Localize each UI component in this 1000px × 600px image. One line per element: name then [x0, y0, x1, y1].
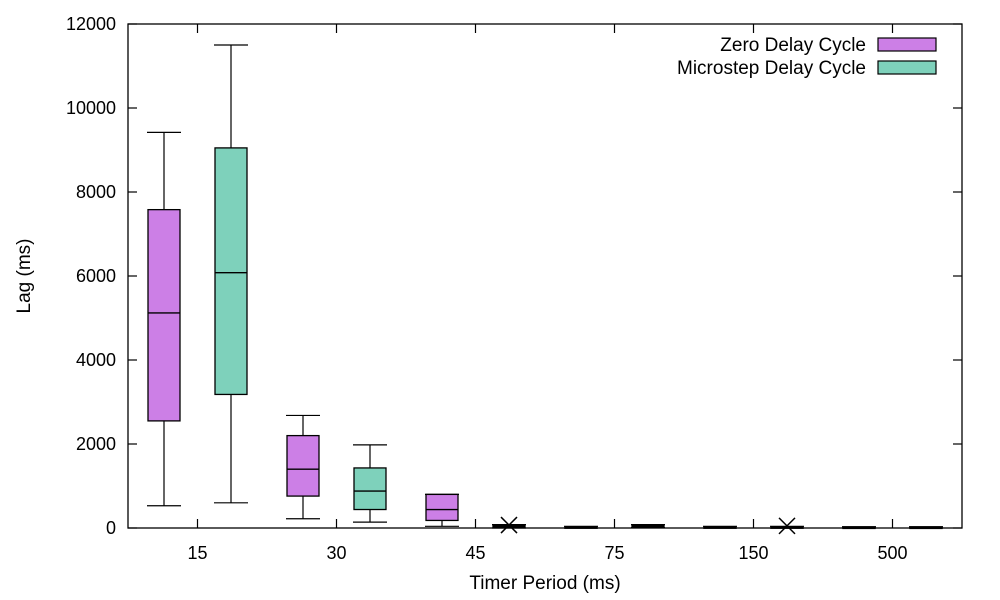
legend-swatch — [877, 37, 937, 52]
y-tick-label: 6000 — [76, 266, 116, 286]
y-tick-label: 8000 — [76, 182, 116, 202]
legend-label: Microstep Delay Cycle — [677, 58, 866, 79]
x-axis: 15 30 45 75 150 500 — [187, 24, 908, 563]
legend-item-zero-delay: Zero Delay Cycle — [720, 35, 937, 56]
box-microstep-delay-30 — [353, 444, 387, 523]
y-tick-label: 0 — [106, 518, 116, 538]
box-zero-delay-30 — [286, 414, 320, 520]
box-microstep-delay-75 — [631, 524, 665, 529]
x-tick-label: 15 — [187, 543, 207, 563]
box-body — [286, 434, 320, 497]
legend-item-microstep-delay: Microstep Delay Cycle — [677, 58, 937, 79]
box-body — [147, 208, 181, 422]
box-zero-delay-45 — [425, 493, 459, 527]
outlier-marker — [500, 516, 518, 534]
legend-swatch — [877, 60, 937, 75]
x-tick-label: 500 — [877, 543, 907, 563]
y-tick-label: 4000 — [76, 350, 116, 370]
outlier-stroke — [500, 516, 518, 534]
box-zero-delay-15 — [147, 131, 181, 507]
box-microstep-delay-15 — [214, 44, 248, 504]
y-axis: 0 2000 4000 6000 8000 10000 12000 — [66, 14, 962, 538]
y-tick-label: 2000 — [76, 434, 116, 454]
box-body — [425, 493, 459, 522]
y-axis-label: Lag (ms) — [14, 239, 35, 314]
outlier-stroke — [778, 517, 796, 535]
outlier-marker — [778, 517, 796, 535]
y-tick-label: 12000 — [66, 14, 116, 34]
x-tick-label: 45 — [465, 543, 485, 563]
legend-label: Zero Delay Cycle — [720, 35, 866, 56]
x-tick-label: 75 — [604, 543, 624, 563]
y-tick-label: 10000 — [66, 98, 116, 118]
boxes-layer — [147, 44, 943, 535]
box-body — [353, 467, 387, 511]
x-tick-label: 150 — [738, 543, 768, 563]
box-body — [214, 147, 248, 396]
plot-frame — [127, 23, 963, 529]
x-tick-label: 30 — [326, 543, 346, 563]
x-axis-label: Timer Period (ms) — [469, 573, 620, 594]
